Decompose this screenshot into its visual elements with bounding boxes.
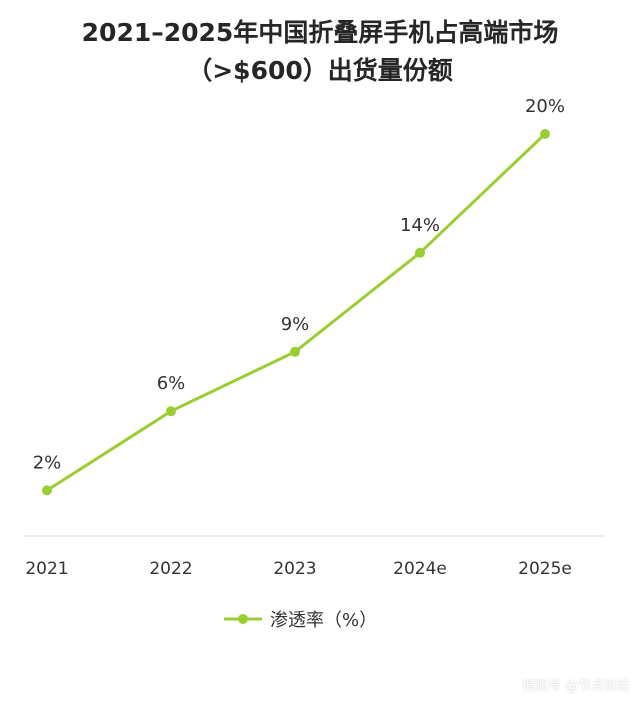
- data-point-2023: [290, 346, 300, 357]
- chart-title: 2021–2025年中国折叠屏手机占高端市场 （>$600）出货量份额: [0, 14, 640, 90]
- data-label-2021: 2%: [33, 452, 62, 473]
- data-label-2024e: 14%: [400, 215, 440, 236]
- data-label-2025e: 20%: [525, 96, 565, 117]
- chart-title-line1: 2021–2025年中国折叠屏手机占高端市场: [81, 18, 559, 47]
- data-label-2023: 9%: [281, 314, 310, 335]
- x-tick-label-2024e: 2024e: [393, 559, 447, 579]
- x-tick-label-2021: 2021: [25, 559, 68, 579]
- legend-marker: [238, 614, 248, 624]
- x-tick-label-2022: 2022: [149, 559, 192, 579]
- chart-title-line2: （>$600）出货量份额: [187, 56, 453, 85]
- legend-label: 渗透率（%）: [270, 610, 377, 631]
- data-point-2021: [42, 485, 52, 496]
- data-point-2024e: [415, 247, 425, 258]
- watermark: 搜狐号 @节点财经: [521, 679, 630, 694]
- data-point-2022: [166, 406, 176, 417]
- series-line: [46, 132, 547, 492]
- x-tick-label-2023: 2023: [273, 559, 316, 579]
- data-point-2025e: [540, 129, 550, 139]
- data-label-2022: 6%: [157, 373, 186, 394]
- x-tick-label-2025e: 2025e: [518, 559, 572, 579]
